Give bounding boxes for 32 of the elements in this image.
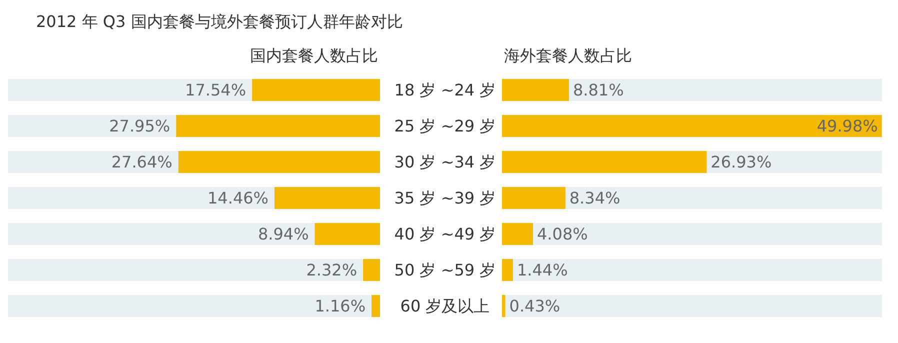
data-label: 27.64% (111, 152, 172, 172)
data-label: 0.43% (509, 296, 560, 316)
data-label: 4.08% (537, 224, 588, 244)
data-label: 27.95% (109, 116, 170, 136)
chart-title: 2012 年 Q3 国内套餐与境外套餐预订人群年龄对比 (35, 11, 404, 33)
y-tick-label: 40 岁 ~49 岁 (394, 224, 496, 244)
bar (502, 259, 513, 281)
data-label: 2.32% (306, 260, 358, 280)
data-label: 49.98% (816, 116, 878, 136)
y-tick-label: 25 岁 ~29 岁 (394, 116, 496, 136)
data-label: 26.93% (710, 152, 772, 172)
data-label: 8.34% (569, 188, 620, 208)
y-tick-label: 60 岁及以上 (400, 296, 490, 316)
bar (502, 187, 566, 209)
y-tick-label: 35 岁 ~39 岁 (394, 188, 496, 208)
data-label: 17.54% (185, 80, 246, 100)
bar (314, 223, 380, 245)
chart-subtitle: 国内套餐人数占比 (249, 46, 379, 67)
y-tick-label: 30 岁 ~34 岁 (394, 152, 496, 172)
bar (363, 259, 380, 281)
bar (372, 295, 380, 317)
data-label: 1.44% (516, 260, 568, 280)
y-tick-label: 50 岁 ~59 岁 (394, 260, 496, 280)
data-label: 8.94% (258, 224, 309, 244)
y-tick-label: 18 岁 ~24 岁 (394, 80, 496, 100)
chart-subtitle: 海外套餐人数占比 (503, 46, 633, 67)
data-label: 1.16% (314, 296, 366, 316)
data-label: 14.46% (208, 188, 269, 208)
bar (502, 223, 534, 245)
bar (502, 295, 506, 317)
bar (502, 79, 569, 101)
data-label: 8.81% (572, 80, 624, 100)
